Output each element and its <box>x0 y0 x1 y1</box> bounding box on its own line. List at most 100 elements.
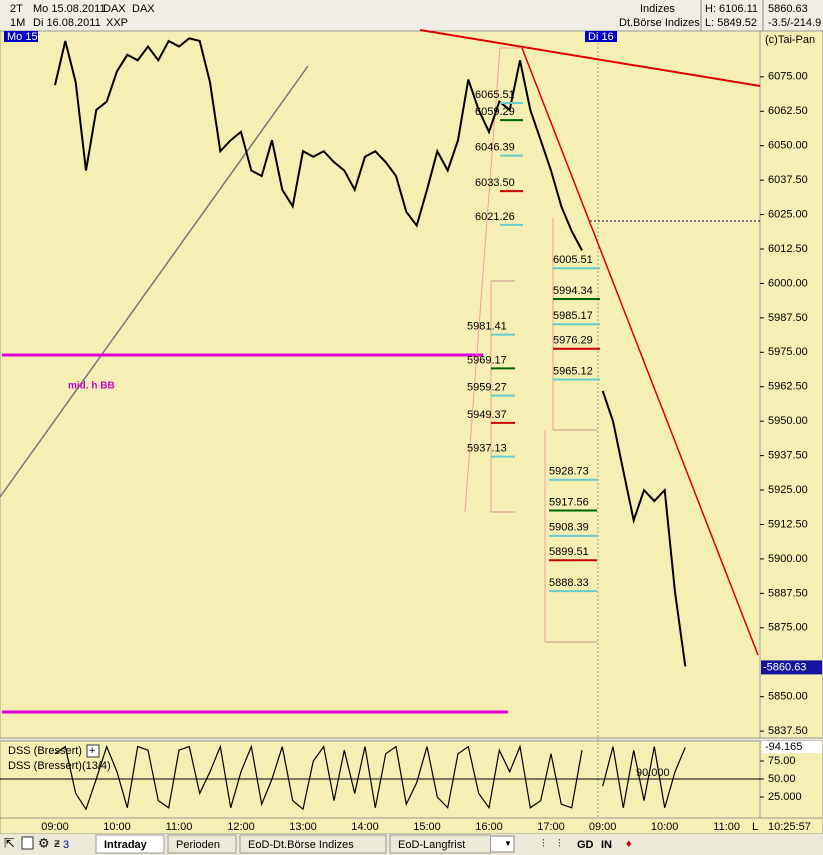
market: Dt.Börse Indizes <box>619 17 700 29</box>
x-tick-label: 09:00 <box>41 821 69 833</box>
group: Indizes <box>640 3 675 15</box>
annotation: mid. h BB <box>68 381 115 392</box>
y-tick-label: 5850.00 <box>768 691 808 703</box>
day-marker: Mo 15 <box>7 31 38 43</box>
series-line <box>54 37 687 667</box>
tool-icon[interactable]: ⫶ <box>558 838 561 850</box>
y-tick-label: 6062.50 <box>768 105 808 117</box>
tab[interactable] <box>167 834 237 854</box>
fib-label: 6059.29 <box>475 106 515 118</box>
price-axis <box>759 30 823 739</box>
tab-label: EoD-Langfrist <box>398 839 465 851</box>
trend-line <box>0 65 309 498</box>
day-marker-bg <box>585 31 617 42</box>
fib-label: 6021.26 <box>475 211 515 223</box>
fib-label: 5917.56 <box>549 496 589 508</box>
x-tick-label: 13:00 <box>289 821 317 833</box>
dropdown-arrow: ▼ <box>504 839 512 848</box>
y-tick-label: 5950.00 <box>768 415 808 427</box>
tab[interactable] <box>389 834 491 854</box>
indicator-subtitle: DSS (Bressert)(13/4) <box>8 760 111 772</box>
y-tick-label: 5975.00 <box>768 346 808 358</box>
level-label: 90.000 <box>636 767 670 779</box>
last-price: 5860.63 <box>768 3 808 15</box>
last-tag <box>761 660 822 675</box>
y-tick-label: 6012.50 <box>768 243 808 255</box>
tool-icon[interactable]: ⇱ <box>4 835 15 850</box>
x-tick-label: 10:00 <box>103 821 131 833</box>
fib-label: 6046.39 <box>475 142 515 154</box>
tab-label: Intraday <box>104 839 148 851</box>
x-tick-label: 14:00 <box>351 821 379 833</box>
fib-label: 5994.34 <box>553 285 593 297</box>
fib-label: 5949.37 <box>467 409 507 421</box>
copyright: (c)Tai-Pan <box>765 34 815 46</box>
clock: 10:25:57 <box>768 821 811 833</box>
tab-label: EoD-Dt.Börse Indizes <box>248 839 354 851</box>
x-tick-label: 09:00 <box>589 821 617 833</box>
tool-icon[interactable]: ⫶ <box>542 838 545 850</box>
fib-label: 5976.29 <box>553 335 593 347</box>
low: L: 5849.52 <box>705 17 757 29</box>
fib-label: 5981.41 <box>467 321 507 333</box>
date: Mo 15.08.2011 <box>33 3 106 15</box>
y-tick-label: 50.00 <box>768 773 796 785</box>
symbol: DAX <box>103 3 126 15</box>
y-tick-label: 6025.00 <box>768 208 808 220</box>
tool-count: 3 <box>63 839 69 851</box>
fib-label: 5928.73 <box>549 466 589 478</box>
fib-label: 5969.17 <box>467 354 507 366</box>
y-tick-label: 5875.00 <box>768 622 808 634</box>
tool-icon[interactable]: ⚙ <box>38 835 50 850</box>
header-bg <box>0 0 823 31</box>
date: Di 16.08.2011 <box>33 17 101 29</box>
fib-label: 5908.39 <box>549 522 589 534</box>
change: -3.5/-214.9 <box>768 17 821 29</box>
fib-label: 6033.50 <box>475 177 515 189</box>
y-tick-label: 5887.50 <box>768 587 808 599</box>
y-tick-label: 6000.00 <box>768 277 808 289</box>
fib-label: 5959.27 <box>467 382 507 394</box>
indicator-current: -94.165 <box>765 741 802 753</box>
y-tick-label: 5925.00 <box>768 484 808 496</box>
y-tick-label: 5962.50 <box>768 381 808 393</box>
x-tick-label: 11:00 <box>713 821 740 833</box>
fib-label: 6005.51 <box>553 254 593 266</box>
series-line <box>54 744 686 811</box>
fib-label: 5965.12 <box>553 365 593 377</box>
button-label: IN <box>601 839 612 851</box>
tool-icon[interactable]: ♦ <box>626 838 632 850</box>
fib-label: 5899.51 <box>549 546 589 558</box>
y-tick-label: 6037.50 <box>768 174 808 186</box>
period: 2T <box>10 3 23 15</box>
y-tick-label: 75.00 <box>768 755 796 767</box>
add-button[interactable] <box>86 744 100 758</box>
trend-line <box>419 29 761 87</box>
symbol: DAX <box>132 3 155 15</box>
scale-mode: L <box>752 821 758 833</box>
tab[interactable] <box>95 834 165 854</box>
add-icon: + <box>89 745 95 757</box>
day-marker-bg <box>4 31 38 42</box>
tool-icon[interactable] <box>21 836 34 850</box>
last-tag-label: -5860.63 <box>763 661 806 673</box>
trend-line <box>521 47 759 656</box>
plot-area <box>0 30 761 739</box>
y-tick-label: 25.000 <box>768 791 802 803</box>
y-tick-label: 6050.00 <box>768 140 808 152</box>
x-tick-label: 16:00 <box>475 821 503 833</box>
current-bg <box>762 741 822 753</box>
x-tick-label: 15:00 <box>413 821 441 833</box>
y-tick-label: 5900.00 <box>768 553 808 565</box>
y-tick-label: 6075.00 <box>768 71 808 83</box>
tab[interactable] <box>239 834 387 854</box>
y-tick-label: 5937.50 <box>768 450 808 462</box>
day-marker: Di 16 <box>588 31 614 43</box>
tool-icon[interactable]: ƶ <box>54 836 60 850</box>
fib-label: 6065.51 <box>475 89 515 101</box>
button-label: GD <box>577 839 594 851</box>
fib-label: 5888.33 <box>549 577 589 589</box>
y-tick-label: 5837.50 <box>768 725 808 737</box>
x-tick-label: 12:00 <box>227 821 255 833</box>
